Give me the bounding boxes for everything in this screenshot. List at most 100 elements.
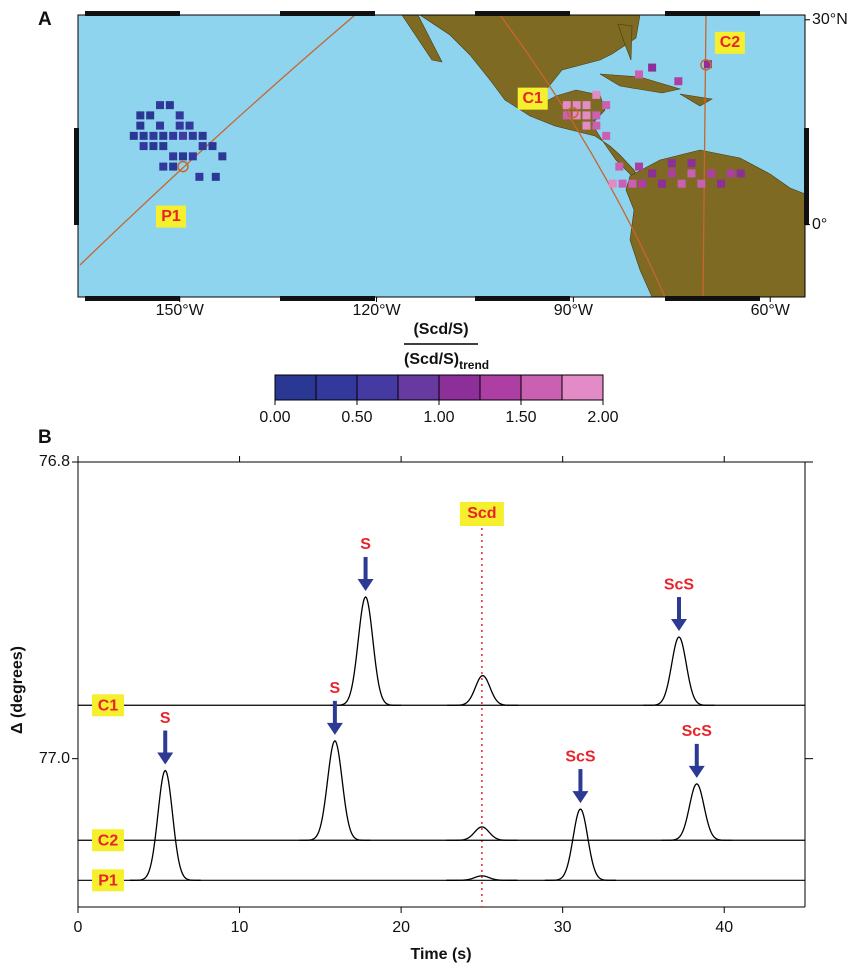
cell	[218, 152, 227, 161]
cell	[736, 169, 745, 178]
marker-label: Scd	[467, 505, 496, 522]
arrow-head	[572, 791, 589, 804]
cell	[687, 169, 696, 178]
cell	[159, 162, 168, 171]
x-tick-label: 10	[231, 919, 249, 936]
plot-frame	[77, 461, 806, 908]
cell	[628, 179, 637, 188]
cell	[592, 90, 601, 99]
cell	[188, 152, 197, 161]
trace-label-box	[92, 829, 124, 852]
cell	[648, 63, 657, 72]
cell	[159, 142, 168, 151]
colorbar-segment	[274, 374, 317, 401]
colorbar-tick-label: 1.50	[505, 409, 536, 426]
arrow-head	[326, 722, 343, 735]
colorbar-tick-label: 0.50	[341, 409, 372, 426]
x-tick-label: 90°W	[554, 302, 594, 319]
trace-label: C2	[98, 832, 119, 849]
y-tick-label: 76.8	[39, 453, 70, 470]
cell	[562, 111, 571, 120]
cell	[156, 121, 165, 130]
pulse	[446, 826, 518, 841]
pulse	[446, 875, 518, 881]
cell	[687, 159, 696, 168]
station-label: C1	[523, 90, 544, 107]
cell	[707, 169, 716, 178]
cell	[178, 152, 187, 161]
phase-label: S	[160, 710, 171, 727]
cell	[169, 131, 178, 140]
cell	[185, 121, 194, 130]
pulse	[661, 783, 733, 841]
colorbar-denominator: (Scd/S)trend	[404, 351, 489, 372]
cell	[726, 169, 735, 178]
cell	[667, 159, 676, 168]
colorbar-segment	[479, 374, 522, 401]
x-tick-label: 150°W	[156, 302, 205, 319]
colorbar-segment	[397, 374, 440, 401]
cell	[648, 169, 657, 178]
station-label: C2	[720, 34, 741, 51]
pulse	[544, 808, 616, 881]
cell	[592, 111, 601, 120]
cell	[188, 131, 197, 140]
cell	[602, 101, 611, 110]
cell	[198, 142, 207, 151]
subscript: trend	[459, 358, 489, 372]
cell	[657, 179, 666, 188]
station-label: P1	[161, 208, 181, 225]
x-tick-label: 30	[554, 919, 572, 936]
cell	[562, 101, 571, 110]
station-label-box	[155, 205, 186, 228]
cell	[638, 179, 647, 188]
cell	[592, 121, 601, 130]
pulse	[129, 769, 201, 881]
cell	[149, 142, 158, 151]
cell	[602, 131, 611, 140]
colorbar-segment	[356, 374, 399, 401]
cell	[175, 111, 184, 120]
station	[177, 160, 189, 173]
cell	[582, 101, 591, 110]
arrow-head	[688, 765, 705, 778]
x-tick-label: 20	[392, 919, 410, 936]
colorbar-tick-label: 1.00	[423, 409, 454, 426]
colorbar-segment	[520, 374, 563, 401]
trace-label: P1	[98, 873, 118, 890]
cell	[149, 131, 158, 140]
pulse	[643, 636, 715, 706]
arrow-head	[670, 619, 687, 632]
y-axis-title: Δ (degrees)	[9, 646, 26, 734]
y-tick-label: 0°	[812, 216, 827, 233]
pulse	[330, 596, 402, 706]
x-tick-label: 0	[74, 919, 83, 936]
marker-label-box	[459, 502, 504, 526]
cell	[129, 131, 138, 140]
panel-label: A	[38, 9, 52, 30]
cell	[208, 142, 217, 151]
cell	[634, 162, 643, 171]
colorbar-tick-label: 0.00	[259, 409, 290, 426]
station	[566, 106, 579, 119]
cell	[582, 121, 591, 130]
station	[700, 59, 712, 71]
cell	[178, 131, 187, 140]
cell	[634, 70, 643, 79]
arrow-head	[157, 752, 174, 765]
cell	[146, 111, 155, 120]
trace-label-box	[92, 694, 124, 717]
cell	[175, 121, 184, 130]
cell	[211, 172, 220, 181]
cell	[618, 179, 627, 188]
pulse	[299, 740, 371, 841]
station-label-box	[714, 31, 745, 54]
cell	[136, 121, 145, 130]
cell	[159, 131, 168, 140]
panel-label: B	[38, 427, 52, 448]
y-tick-label: 30°N	[812, 11, 848, 28]
trace-label-box	[92, 869, 124, 892]
cell	[139, 131, 148, 140]
cell	[198, 131, 207, 140]
